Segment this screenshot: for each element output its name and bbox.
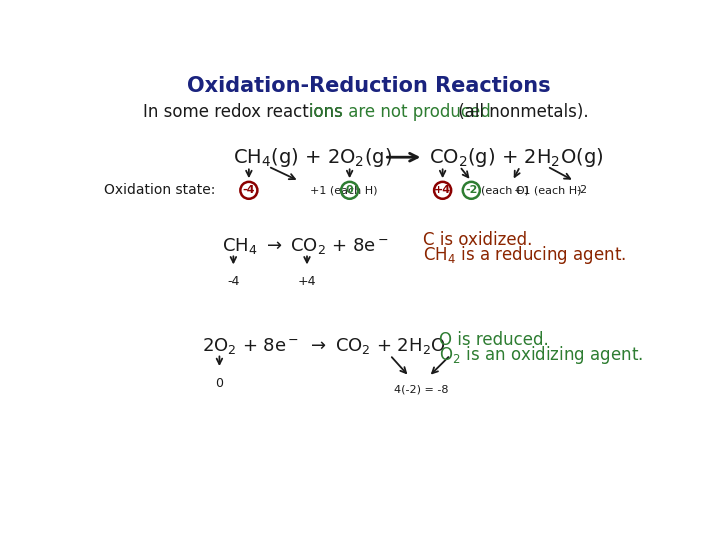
Text: -2: -2 [465, 185, 477, 195]
Text: CH$_4$(g) + 2O$_2$(g): CH$_4$(g) + 2O$_2$(g) [233, 146, 392, 168]
Text: Oxidation-Reduction Reactions: Oxidation-Reduction Reactions [187, 76, 551, 96]
Text: -4: -4 [228, 275, 240, 288]
Text: O is reduced.: O is reduced. [438, 330, 549, 349]
Text: Oxidation state:: Oxidation state: [104, 183, 215, 197]
Text: +1 (each H): +1 (each H) [310, 185, 377, 195]
Text: C is oxidized.: C is oxidized. [423, 231, 533, 248]
Text: -4: -4 [243, 185, 255, 195]
Text: +4: +4 [434, 185, 451, 195]
Text: CO$_2$(g) + 2H$_2$O(g): CO$_2$(g) + 2H$_2$O(g) [429, 146, 604, 168]
Text: -2: -2 [577, 185, 588, 195]
Text: ions are not produced: ions are not produced [310, 103, 491, 122]
Text: +1 (each H): +1 (each H) [514, 185, 582, 195]
Text: (each O): (each O) [482, 185, 529, 195]
Text: CH$_4$ $\rightarrow$ CO$_2$ + 8e$^-$: CH$_4$ $\rightarrow$ CO$_2$ + 8e$^-$ [222, 236, 389, 256]
Text: 2O$_2$ + 8e$^-$ $\rightarrow$ CO$_2$ + 2H$_2$O: 2O$_2$ + 8e$^-$ $\rightarrow$ CO$_2$ + 2… [202, 336, 446, 356]
Text: In some redox reactions: In some redox reactions [143, 103, 348, 122]
Text: (all nonmetals).: (all nonmetals). [453, 103, 588, 122]
Text: 4(-2) = -8: 4(-2) = -8 [394, 384, 448, 394]
Text: 0: 0 [215, 377, 223, 390]
Text: 0: 0 [346, 185, 354, 195]
Text: CH$_4$ is a reducing agent.: CH$_4$ is a reducing agent. [423, 244, 626, 266]
Text: O$_2$ is an oxidizing agent.: O$_2$ is an oxidizing agent. [438, 344, 643, 366]
Text: +4: +4 [298, 275, 316, 288]
